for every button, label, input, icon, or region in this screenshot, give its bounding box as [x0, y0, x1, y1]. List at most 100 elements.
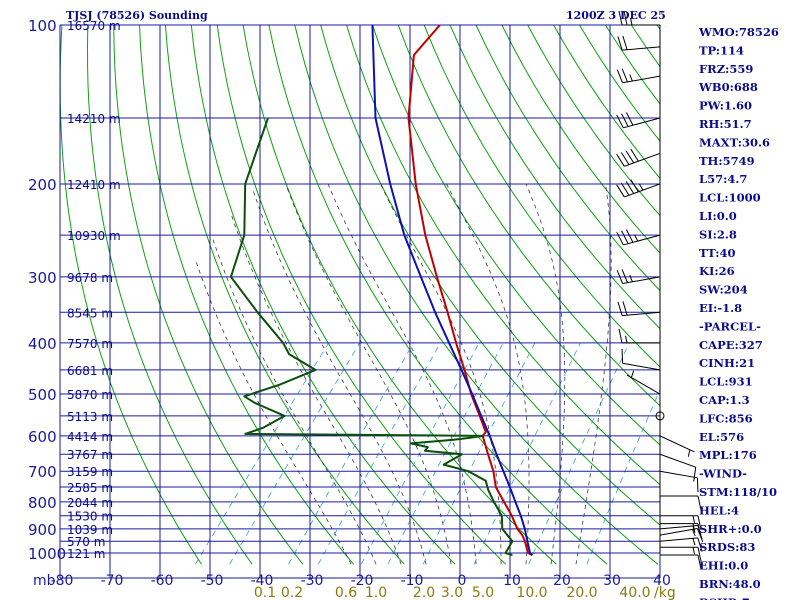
wind-barb-staff [622, 75, 661, 84]
height-label: 1039 m [67, 523, 113, 537]
parcel-profile [371, 25, 534, 556]
temperature-tick-label: -10 [401, 573, 424, 589]
wind-barb-half-flag [638, 183, 644, 191]
height-label: 3159 m [67, 465, 113, 479]
mixing-ratio-line [528, 342, 630, 565]
mixing-ratio-tick-label: 0.2 [281, 585, 303, 600]
mixing-ratio-line [473, 342, 581, 565]
wind-barb-half-flag [687, 449, 691, 457]
wind-barb-flag [630, 148, 639, 162]
sounding-title: TJSJ (78526) Sounding [66, 9, 208, 22]
temperature-tick-label: 10 [503, 573, 521, 589]
wind-barb-flag [621, 269, 628, 283]
stat-line: LCL:931 [699, 375, 753, 389]
wind-barb-flag [697, 523, 702, 538]
stat-line: MPL:176 [699, 448, 757, 462]
stat-line: CINH:21 [699, 356, 755, 370]
wind-barb-flag [625, 181, 635, 194]
dry-adiabat-line [164, 25, 405, 565]
wind-barb-half-flag [692, 538, 696, 546]
moist-adiabat-line [252, 189, 427, 565]
pressure-tick-label: 600 [28, 428, 57, 446]
stat-line: CAPE:327 [699, 338, 763, 352]
height-label: 14210 m [67, 112, 121, 126]
height-label: 4414 m [67, 430, 113, 444]
stat-line: BSHR:7 [699, 595, 750, 600]
moist-adiabat-line [212, 239, 377, 565]
pressure-tick-label: 400 [28, 335, 57, 353]
wind-barb-half-flag [629, 274, 633, 282]
mixing-ratio-tick-label: 3.0 [441, 585, 463, 600]
dry-adiabat-line [294, 25, 659, 565]
wind-barb-flag [621, 68, 628, 83]
temperature-tick-label: 40 [653, 573, 671, 589]
wind-barb-staff [624, 152, 661, 167]
dry-adiabat-line [475, 25, 660, 292]
stat-line: MAXT:30.6 [699, 135, 770, 149]
stat-line: PW:1.60 [699, 99, 752, 113]
stat-line: TH:5749 [699, 154, 755, 168]
wind-barb-flag [697, 554, 702, 570]
wind-barb-staff [623, 234, 661, 246]
wind-barb-flag [697, 495, 702, 511]
stat-line: RH:51.7 [699, 117, 752, 131]
wind-barb-staff [622, 362, 661, 371]
moist-adiabat-line [380, 183, 502, 565]
adiabats-layer [60, 25, 660, 565]
wind-barb-flag [697, 547, 702, 562]
stat-line: -PARCEL- [699, 319, 761, 333]
height-label: 5113 m [67, 410, 113, 424]
wind-barb-half-flag [692, 547, 695, 555]
height-label: 1530 m [67, 510, 113, 524]
wind-barb-flag [616, 231, 624, 246]
mixing-ratio-tick-label: 5.0 [472, 585, 494, 600]
temperature-tick-label: -70 [101, 573, 124, 589]
wind-barb-flag [616, 69, 624, 83]
stat-line: LFC:856 [699, 411, 753, 425]
height-label: 7570 m [67, 337, 113, 351]
dry-adiabat-line [86, 25, 253, 565]
mixing-ratio-tick-label: 0.6 [335, 585, 357, 600]
pressure-unit-label: mb [33, 573, 56, 589]
wind-barb-flag [621, 113, 629, 127]
wind-barb-staff [622, 311, 661, 317]
mixing-ratio-tick-label: 0.1 [254, 585, 276, 600]
height-label: 8545 m [67, 306, 113, 320]
wind-barb-half-flag [692, 523, 695, 531]
wind-barb-flag [616, 114, 624, 129]
dry-adiabat-line [60, 25, 202, 565]
wind-barb-staff [659, 537, 698, 542]
dry-adiabat-line [268, 25, 608, 565]
temperature-tick-label: -50 [201, 573, 224, 589]
dry-adiabat-line [242, 25, 557, 565]
wind-barb-flag [617, 36, 623, 51]
temperature-tick-label: 20 [553, 573, 571, 589]
dry-adiabat-line [113, 25, 304, 565]
sounding-time: 1200Z 3 DEC 25 [566, 9, 666, 22]
stat-line: HEL:4 [699, 503, 739, 517]
height-label: 5870 m [67, 388, 113, 402]
wind-barb-half-flag [625, 335, 628, 343]
dry-adiabat-line [346, 25, 660, 486]
stat-line: WMO:78526 [698, 25, 779, 39]
height-label: 2044 m [67, 496, 113, 510]
moist-adiabat-line [195, 260, 352, 565]
pressure-tick-label: 700 [28, 463, 57, 481]
wind-barb-flag [696, 477, 699, 493]
stat-line: SI:2.8 [699, 227, 737, 241]
pressure-tick-label: 200 [28, 176, 57, 194]
wind-barb-flag [625, 112, 634, 126]
pressure-tick-label: 800 [28, 494, 57, 512]
wind-barb-flag [616, 153, 625, 167]
pressure-tick-label: 100 [28, 17, 57, 35]
height-label: 9678 m [67, 271, 113, 285]
wind-barb-flag [630, 179, 639, 193]
pressure-tick-label: 500 [28, 386, 57, 404]
wind-barb-flag [620, 182, 630, 196]
height-label: 121 m [67, 547, 105, 561]
wind-barb-flag [622, 35, 628, 50]
wind-barb-flag [625, 229, 634, 243]
temperature-tick-label: 30 [603, 573, 621, 589]
stat-line: TT:40 [699, 246, 736, 260]
